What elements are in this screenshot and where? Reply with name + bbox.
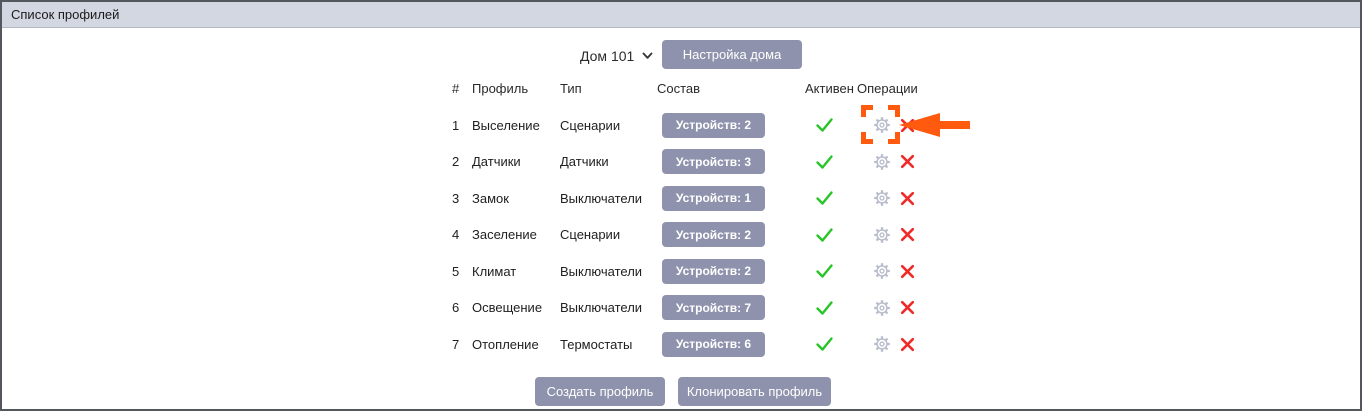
col-header-ops: Операции (857, 80, 918, 96)
create-profile-button[interactable]: Создать профиль (535, 377, 665, 406)
gear-icon (874, 336, 890, 353)
delete-x-icon (900, 337, 915, 351)
profile-name: Замок (472, 190, 509, 206)
gear-icon (874, 190, 890, 207)
check-icon (816, 191, 833, 205)
delete-x-icon (900, 118, 915, 132)
settings-gear-button[interactable] (873, 262, 891, 280)
delete-x-button[interactable] (900, 118, 915, 133)
house-select-dropdown[interactable]: Дом 101 (580, 44, 653, 68)
gear-icon (874, 263, 890, 280)
profile-name: Заселение (472, 227, 537, 243)
profile-name: Климат (472, 263, 517, 279)
devices-count-button[interactable]: Устройств: 2 (662, 222, 765, 248)
check-icon (816, 155, 833, 169)
settings-gear-button[interactable] (873, 226, 891, 244)
gear-icon (874, 299, 890, 316)
row-number: 6 (452, 300, 460, 316)
delete-x-button[interactable] (900, 154, 915, 169)
table-body: 1 Выселение Сценарии Устройств: 2 (452, 105, 977, 363)
settings-gear-button[interactable] (873, 299, 891, 317)
row-number: 2 (452, 154, 460, 170)
col-header-active: Активен (805, 80, 854, 96)
delete-x-button[interactable] (900, 227, 915, 242)
profile-type: Термостаты (560, 336, 633, 352)
clone-profile-button[interactable]: Клонировать профиль (678, 377, 831, 406)
panel-title: Список профилей (11, 7, 120, 22)
row-number: 4 (452, 227, 460, 243)
profile-name: Выселение (472, 117, 540, 133)
col-header-type: Тип (560, 80, 582, 96)
delete-x-icon (900, 301, 915, 315)
table-header: # Профиль Тип Состав Активен Операции (452, 80, 977, 96)
check-icon (816, 301, 833, 315)
row-number: 5 (452, 263, 460, 279)
delete-x-icon (900, 155, 915, 169)
devices-count-button[interactable]: Устройств: 7 (662, 295, 765, 321)
row-number: 1 (452, 117, 460, 133)
profile-type: Выключатели (560, 263, 643, 279)
devices-count-button[interactable]: Устройств: 2 (662, 112, 765, 138)
chevron-down-icon (642, 52, 653, 59)
check-icon (816, 337, 833, 351)
delete-x-icon (900, 228, 915, 242)
settings-gear-button[interactable] (873, 153, 891, 171)
profile-name: Датчики (472, 154, 521, 170)
delete-x-button[interactable] (900, 300, 915, 315)
settings-gear-button[interactable] (861, 105, 970, 145)
devices-count-button[interactable]: Устройств: 3 (662, 149, 765, 175)
profile-type: Датчики (560, 154, 609, 170)
delete-x-icon (900, 191, 915, 205)
check-icon (816, 228, 833, 242)
house-select-value: Дом 101 (580, 48, 635, 64)
col-header-sostav: Состав (657, 80, 701, 96)
profile-type: Выключатели (560, 190, 643, 206)
delete-x-button[interactable] (900, 337, 915, 352)
col-header-profile: Профиль (472, 80, 529, 96)
delete-x-button[interactable] (900, 264, 915, 279)
row-number: 7 (452, 336, 460, 352)
row-number: 3 (452, 190, 460, 206)
devices-count-button[interactable]: Устройств: 2 (662, 258, 765, 284)
col-header-num: # (452, 80, 460, 96)
gear-icon (874, 117, 890, 134)
profile-type: Сценарии (560, 227, 621, 243)
delete-x-icon (900, 264, 915, 278)
gear-icon (874, 226, 890, 243)
settings-gear-button[interactable] (873, 189, 891, 207)
profile-name: Освещение (472, 300, 543, 316)
profile-name: Отопление (472, 336, 539, 352)
check-icon (816, 264, 833, 278)
settings-gear-button[interactable] (873, 335, 891, 353)
house-settings-button[interactable]: Настройка дома (662, 40, 802, 69)
gear-icon (874, 153, 890, 170)
panel-header: Список профилей (2, 2, 1360, 28)
check-icon (816, 118, 833, 132)
profile-type: Выключатели (560, 300, 643, 316)
delete-x-button[interactable] (900, 191, 915, 206)
profile-type: Сценарии (560, 117, 621, 133)
devices-count-button[interactable]: Устройств: 6 (662, 331, 765, 357)
devices-count-button[interactable]: Устройств: 1 (662, 185, 765, 211)
